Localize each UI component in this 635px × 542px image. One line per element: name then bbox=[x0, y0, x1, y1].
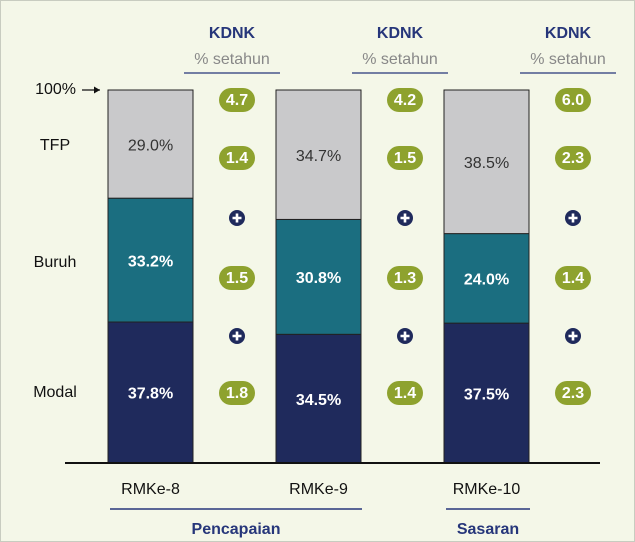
plus-sign bbox=[568, 213, 578, 223]
growth-label: 1.4 bbox=[562, 270, 584, 287]
value-label: 30.8% bbox=[296, 270, 341, 287]
header-title: KDNK bbox=[209, 25, 256, 42]
value-label: 33.2% bbox=[128, 253, 173, 270]
growth-bubble bbox=[555, 381, 591, 405]
growth-bubble bbox=[387, 88, 423, 112]
value-label: 29.0% bbox=[128, 137, 173, 154]
growth-label: 1.4 bbox=[226, 150, 248, 167]
value-label: 37.5% bbox=[464, 386, 509, 403]
growth-label: 6.0 bbox=[562, 92, 584, 109]
growth-bubble bbox=[387, 381, 423, 405]
growth-label: 4.2 bbox=[394, 92, 416, 109]
growth-label: 1.8 bbox=[226, 385, 248, 402]
plus-sign bbox=[232, 213, 242, 223]
tick-arrowhead bbox=[94, 86, 100, 94]
growth-bubble bbox=[219, 88, 255, 112]
value-label: 24.0% bbox=[464, 272, 509, 289]
growth-label: 1.5 bbox=[226, 270, 248, 287]
x-tick-label: RMKe-10 bbox=[453, 481, 521, 498]
growth-label: 1.3 bbox=[394, 270, 416, 287]
bar-segment bbox=[443, 89, 530, 235]
value-label: 34.5% bbox=[296, 392, 341, 409]
growth-bubble bbox=[555, 88, 591, 112]
bar-segment bbox=[275, 89, 362, 220]
header-subtitle: % setahun bbox=[530, 51, 606, 68]
header-subtitle: % setahun bbox=[194, 51, 270, 68]
growth-label: 2.3 bbox=[562, 385, 584, 402]
series-label: Buruh bbox=[34, 254, 77, 271]
group-label: Pencapaian bbox=[192, 521, 281, 538]
y-tick-label: 100% bbox=[35, 81, 76, 98]
bar-segment bbox=[443, 322, 530, 464]
growth-label: 1.5 bbox=[394, 150, 416, 167]
growth-bubble bbox=[387, 146, 423, 170]
header-subtitle: % setahun bbox=[362, 51, 438, 68]
plus-sign bbox=[400, 331, 410, 341]
bar-segment bbox=[107, 89, 194, 199]
growth-bubble bbox=[219, 266, 255, 290]
growth-bubble bbox=[555, 146, 591, 170]
growth-label: 2.3 bbox=[562, 150, 584, 167]
header-title: KDNK bbox=[377, 25, 424, 42]
plus-sign bbox=[568, 331, 578, 341]
plus-sign bbox=[400, 213, 410, 223]
header-title: KDNK bbox=[545, 25, 592, 42]
growth-label: 4.7 bbox=[226, 92, 248, 109]
growth-bubble bbox=[219, 146, 255, 170]
growth-label: 1.4 bbox=[394, 385, 416, 402]
value-label: 34.7% bbox=[296, 148, 341, 165]
growth-bubble bbox=[555, 266, 591, 290]
growth-bubble bbox=[387, 266, 423, 290]
plus-sign bbox=[232, 331, 242, 341]
x-tick-label: RMKe-8 bbox=[121, 481, 180, 498]
series-label: TFP bbox=[40, 137, 70, 154]
series-label: Modal bbox=[33, 384, 77, 401]
bar-segment bbox=[443, 233, 530, 324]
growth-bubble bbox=[219, 381, 255, 405]
value-label: 38.5% bbox=[464, 155, 509, 172]
x-tick-label: RMKe-9 bbox=[289, 481, 348, 498]
value-label: 37.8% bbox=[128, 386, 173, 403]
group-label: Sasaran bbox=[457, 521, 519, 538]
